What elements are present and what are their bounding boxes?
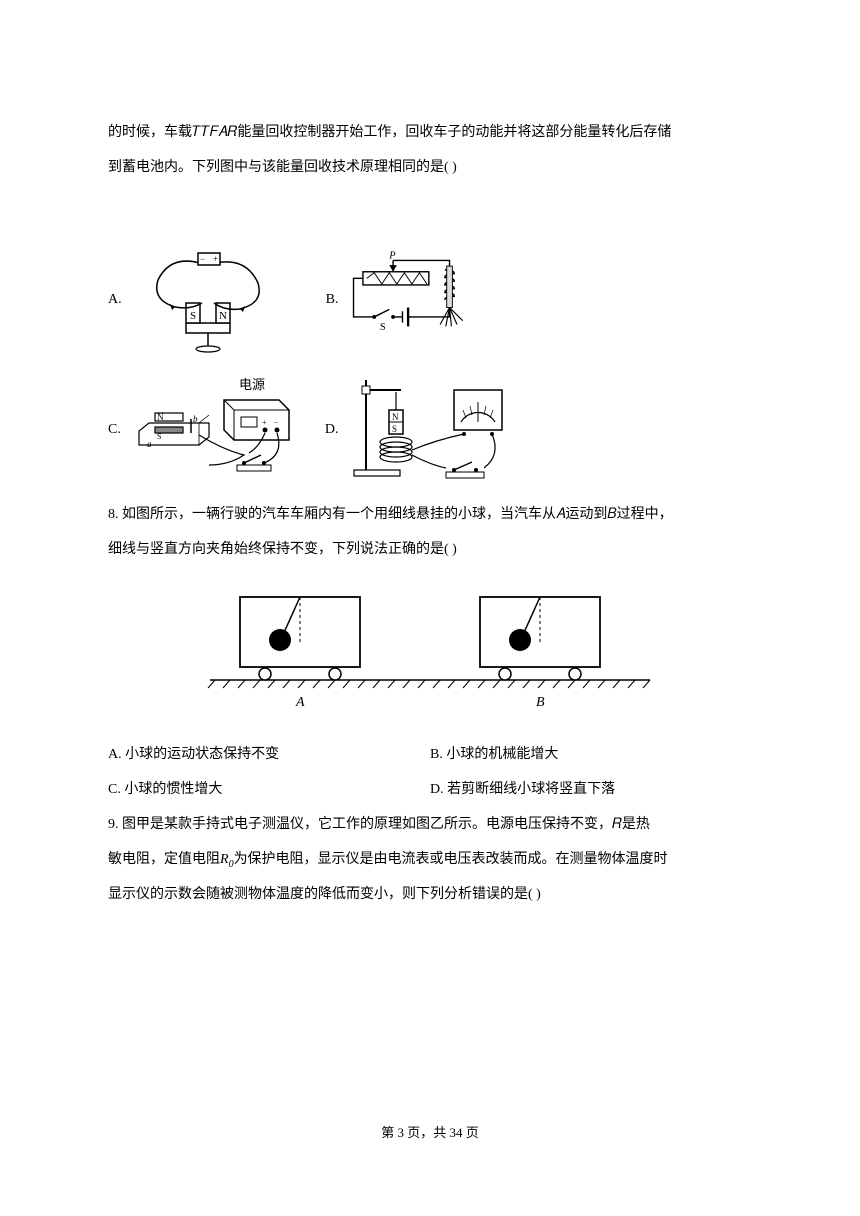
q9-stem-line2: 敏电阻，定值电阻R0为保护电阻，显示仪是由电流表或电压表改装而成。在测量物体温度… (108, 842, 752, 877)
svg-text:−: − (274, 418, 279, 427)
q7b-label-S: S (380, 322, 386, 333)
q8-figure: A B (108, 582, 752, 717)
q8-stem-line1: 8. 如图所示，一辆行驶的汽车车厢内有一个用细线悬挂的小球，当汽车从𝐴运动到𝐵过… (108, 497, 752, 532)
q8-label-B: B (536, 695, 545, 710)
q8-options: A. 小球的运动状态保持不变 B. 小球的机械能增大 C. 小球的惯性增大 D.… (108, 737, 752, 807)
q7-stem-line2: 到蓄电池内。下列图中与该能量回收技术原理相同的是( ) (108, 150, 752, 185)
q7a-label-S: S (190, 310, 196, 322)
q7d-label-S: S (392, 424, 397, 434)
q8-label-A: A (295, 695, 305, 710)
q7-diagram-D: N S (346, 375, 526, 485)
q9-stem-line3: 显示仪的示数会随被测物体温度的降低而变小，则下列分析错误的是( ) (108, 877, 752, 912)
q7-opt-A-label: A. (108, 292, 122, 308)
q8-stem-line2: 细线与竖直方向夹角始终保持不变，下列说法正确的是( ) (108, 532, 752, 567)
q8-opt-A: A. 小球的运动状态保持不变 (108, 737, 430, 772)
q7-diagram-C: 电源 + − N S b a (129, 375, 309, 485)
q7-opt-B-label: B. (326, 292, 339, 308)
svg-text:S: S (157, 432, 161, 441)
q7-stem-line1: 的时候，车载𝑇𝑇𝐹𝐴𝑅能量回收控制器开始工作，回收车子的动能并将这部分能量转化后… (108, 115, 752, 150)
q7d-label-N: N (392, 412, 399, 422)
svg-text:+: + (262, 418, 267, 427)
q7a-label-minus: − (200, 254, 205, 264)
q9-stem-line1: 9. 图甲是某款手持式电子测温仪，它工作的原理如图乙所示。电源电压保持不变，𝑅是… (108, 807, 752, 842)
q7-options-row2: C. 电源 + − N S b a (108, 375, 752, 485)
svg-text:N: N (157, 412, 164, 422)
q7-diagram-B: P S (346, 245, 506, 355)
q7-opt-C-label: C. (108, 422, 121, 438)
q7a-label-plus: + (213, 254, 218, 264)
q7-opt-D-label: D. (325, 422, 339, 438)
q8-opt-B: B. 小球的机械能增大 (430, 737, 752, 772)
svg-text:b: b (193, 414, 198, 424)
q8-opt-D: D. 若剪断细线小球将竖直下落 (430, 772, 752, 807)
q8-opt-C: C. 小球的惯性增大 (108, 772, 430, 807)
q7c-label-dianyuan: 电源 (239, 377, 265, 392)
q7-options-row1: A. S N − + B. (108, 245, 752, 355)
svg-text:a: a (147, 439, 152, 449)
q7-diagram-A: S N − + (130, 245, 290, 355)
page-footer: 第 3 页，共 34 页 (0, 1122, 860, 1141)
q7a-label-N: N (219, 310, 227, 322)
